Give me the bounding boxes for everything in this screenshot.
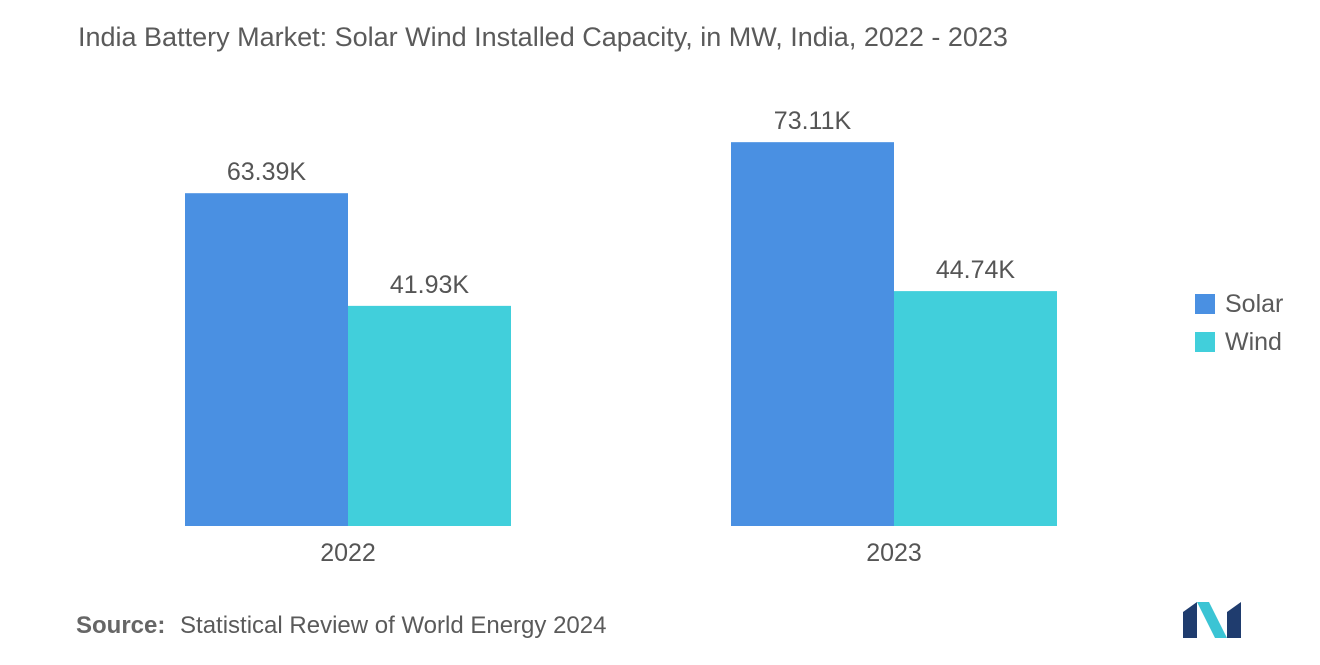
bar-solar-2022 <box>185 193 348 526</box>
bar-solar-2023 <box>731 142 894 527</box>
data-label-wind-2022: 41.93K <box>390 271 470 299</box>
source-label: Source: <box>76 612 166 639</box>
x-tick-label-2022: 2022 <box>320 539 376 567</box>
legend-item-wind: Wind <box>1195 323 1283 361</box>
data-label-solar-2022: 63.39K <box>227 158 307 186</box>
legend-swatch-wind <box>1195 332 1215 352</box>
legend-label-wind: Wind <box>1225 327 1282 356</box>
bar-wind-2023 <box>894 291 1057 526</box>
legend: Solar Wind <box>1195 285 1283 361</box>
source-text: Statistical Review of World Energy 2024 <box>180 612 607 639</box>
legend-label-solar: Solar <box>1225 289 1284 318</box>
bar-wind-2022 <box>348 305 511 526</box>
x-tick-label-2023: 2023 <box>866 539 922 567</box>
legend-item-solar: Solar <box>1195 285 1283 323</box>
mordor-intelligence-logo-icon <box>1183 602 1241 638</box>
data-label-wind-2023: 44.74K <box>936 256 1016 284</box>
data-label-solar-2023: 73.11K <box>774 107 852 135</box>
legend-swatch-solar <box>1195 294 1215 314</box>
chart-title: India Battery Market: Solar Wind Install… <box>78 22 1008 52</box>
source-note: Source: Statistical Review of World Ener… <box>76 612 606 640</box>
